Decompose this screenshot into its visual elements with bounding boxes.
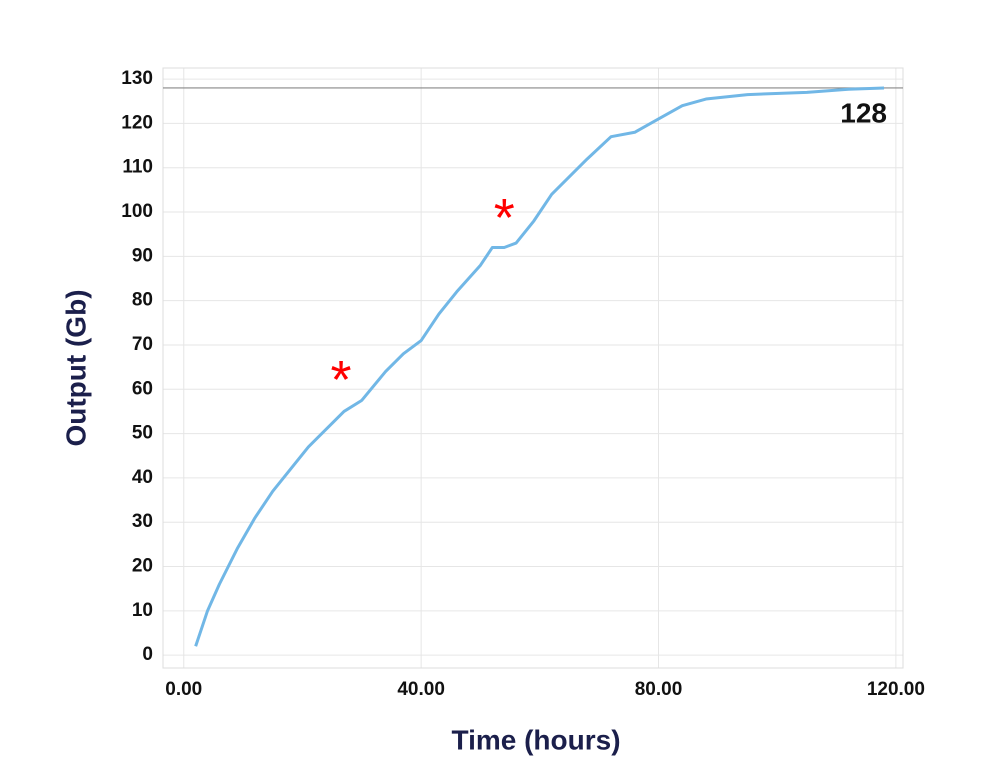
y-tick-label: 90 <box>132 245 153 266</box>
plot-frame <box>162 67 904 669</box>
annotation: * <box>494 188 515 248</box>
data-line <box>194 86 885 647</box>
y-tick-label: 120 <box>121 112 153 133</box>
reference-label: 128 <box>840 97 887 128</box>
x-tick-label: 0.00 <box>165 679 202 700</box>
annotation: * <box>331 350 352 410</box>
y-axis-title: Output (Gb) <box>60 289 91 446</box>
y-tick-label: 0 <box>142 644 153 665</box>
x-tick-label: 80.00 <box>635 679 683 700</box>
y-tick-label: 30 <box>132 511 153 532</box>
y-tick-label: 110 <box>122 157 153 178</box>
y-tick-label: 10 <box>132 600 153 621</box>
y-tick-label: 70 <box>132 334 153 355</box>
y-tick-label: 20 <box>132 556 153 577</box>
y-tick-label: 40 <box>132 467 153 488</box>
y-tick-label: 50 <box>132 423 153 444</box>
y-tick-label: 130 <box>121 68 153 89</box>
y-tick-label: 60 <box>132 378 153 399</box>
y-tick-label: 80 <box>132 290 153 311</box>
y-tick-label: 100 <box>121 201 153 222</box>
x-axis-title: Time (hours) <box>451 724 620 755</box>
x-tick-label: 120.00 <box>867 679 925 700</box>
x-tick-label: 40.00 <box>397 679 445 700</box>
